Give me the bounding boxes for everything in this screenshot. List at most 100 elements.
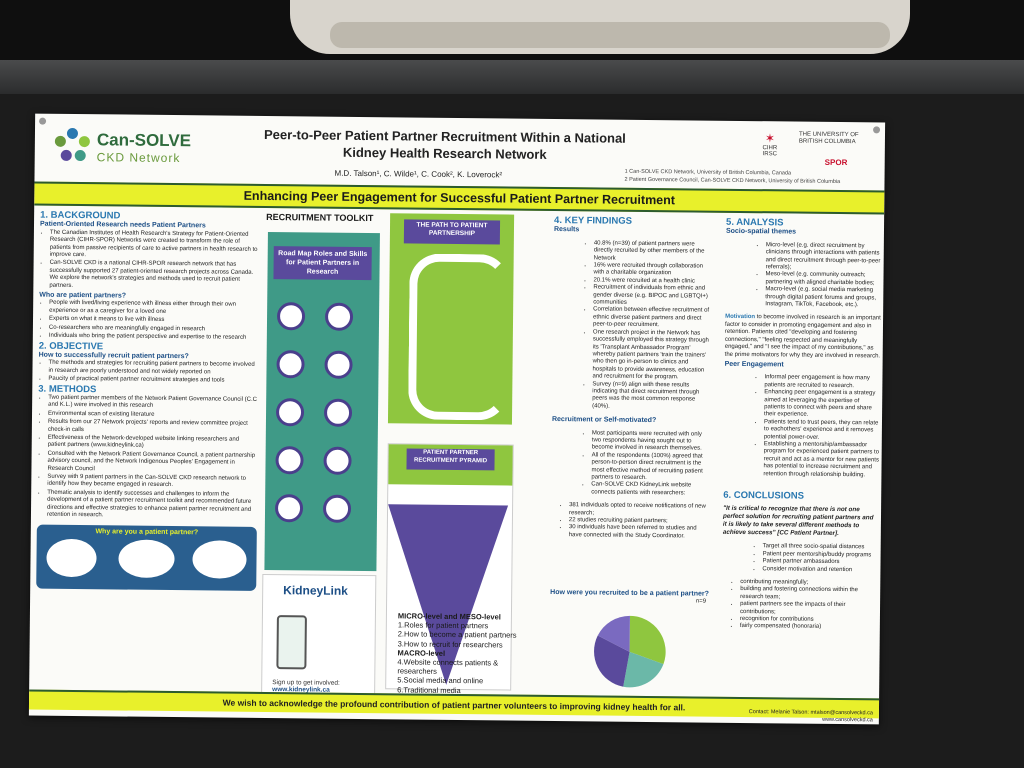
background-paragraph: Can-SOLVE CKD is a national CIHR-SPOR re… (49, 260, 259, 292)
list-item: Can-SOLVE CKD KidneyLink website connect… (591, 482, 709, 498)
list-item: 4.Website connects patients & researcher… (397, 657, 499, 677)
phone-icon (276, 615, 307, 670)
path-road (407, 253, 510, 421)
list-item: Micro-level (e.g. direct recruitment by … (766, 242, 882, 273)
ubc-logo: THE UNIVERSITY OF BRITISH COLUMBIA (798, 131, 859, 146)
quote-bubble (46, 539, 97, 578)
list-item: Recruitment of individuals from ethnic a… (593, 285, 711, 308)
contact-email: mtalson@cansolveckd.ca (810, 709, 873, 717)
list-item: Meso-level (e.g. community outreach; par… (765, 272, 881, 288)
maple-leaf-icon: ✶ (764, 131, 776, 146)
group-icon (323, 446, 352, 475)
pie-slice (597, 615, 630, 652)
key-findings-column: 4. KEY FINDINGS Results 40.8% (n=39) of … (551, 215, 712, 547)
org-logo: Can-SOLVE CKD Network (54, 127, 192, 167)
roadmap-title: Road Map Roles and Skills for Patient Pa… (273, 246, 372, 281)
kidneylink-panel: KidneyLink Sign up to get involved: www.… (261, 573, 377, 698)
poster-banner: Enhancing Peer Engagement for Successful… (34, 181, 885, 215)
list-item: Patients tend to trust peers, they can r… (764, 419, 880, 442)
list-item: 30 individuals have been referred to stu… (569, 525, 709, 541)
poster-title: Peer-to-Peer Patient Partner Recruitment… (263, 126, 626, 162)
toolkit-levels: MICRO-level and MESO-level 1.Roles for p… (397, 611, 538, 695)
kidneylink-logo: KidneyLink (283, 583, 348, 598)
search-icon (323, 398, 353, 427)
list-item: Enhancing peer engagement is a strategy … (764, 389, 880, 420)
poster: Can-SOLVE CKD Network Peer-to-Peer Patie… (28, 113, 886, 725)
column-1: 1. BACKGROUND Patient-Oriented Research … (36, 210, 260, 592)
path-panel: THE PATH TO PATIENT PARTNERSHIP (387, 213, 515, 425)
path-title: THE PATH TO PATIENT PARTNERSHIP (403, 219, 501, 245)
poster-board-rail (0, 60, 1024, 94)
background-paragraph: The Canadian Institutes of Health Resear… (50, 230, 260, 262)
roadmap-panel: Road Map Roles and Skills for Patient Pa… (264, 232, 380, 572)
list-item: Survey with 9 patient partners in the Ca… (47, 474, 257, 491)
contact-info: Contact: Melanie Talson: mtalson@cansolv… (748, 709, 873, 724)
pie-slice (629, 615, 666, 665)
list-item: Thematic analysis to identify successes … (47, 490, 257, 522)
list-item: One research project in the Network has … (592, 329, 711, 382)
methods-heading: 3. METHODS (38, 383, 97, 395)
handshake-icon (276, 350, 305, 379)
list-item: Macro-level (e.g. social media marketing… (765, 286, 881, 309)
list-item: Consider motivation and retention (762, 566, 878, 575)
list-item: 40.8% (n=39) of patient partners were di… (594, 240, 712, 263)
results-subheading: Results (553, 226, 580, 234)
org-logo-icon (54, 127, 91, 166)
list-item: All of the respondents (100%) agreed tha… (591, 452, 709, 483)
list-item: People with lived/living experience with… (49, 300, 259, 317)
list-item: Consulted with the Network Patient Gover… (47, 450, 257, 474)
org-name: Can-SOLVE (96, 130, 192, 151)
gears-icon (274, 494, 304, 523)
background-heading: 1. BACKGROUND (40, 209, 121, 222)
conclusions-heading: 6. CONCLUSIONS (723, 489, 805, 502)
list-item: Results from our 27 Network projects' re… (48, 419, 258, 436)
list-item: building and fostering connections withi… (740, 586, 878, 602)
conclusions-quote: "It is critical to recognize that there … (722, 505, 874, 538)
pen-icon (324, 302, 354, 331)
list-item: 16% were recruited through collaboration… (593, 262, 711, 278)
handshake-icon (275, 398, 305, 427)
quote-bubble (192, 540, 247, 580)
pyramid-title: PATIENT PARTNER RECRUITMENT PYRAMID (406, 448, 495, 471)
network-icon (322, 494, 352, 523)
callout-title: Why are you a patient partner? (95, 528, 199, 537)
list-item: Establishing a mentorship/ambassador pro… (763, 441, 879, 479)
affiliations: 1 Can-SOLVE CKD Network, University of B… (624, 168, 840, 186)
pin-top-left (39, 117, 47, 125)
pie-n: n=9 (695, 598, 707, 605)
list-item: The methods and strategies for recruitin… (48, 360, 258, 377)
quote-bubble (118, 539, 175, 579)
levels-heading: MACRO-level (397, 648, 446, 658)
analysis-heading: 5. ANALYSIS (726, 216, 784, 229)
pie-slice (594, 635, 630, 687)
lightbulb-icon (275, 446, 304, 475)
list-item: Correlation between effective recruitmen… (593, 307, 711, 330)
list-item: Most participants were recruited with on… (592, 430, 710, 453)
contact-website: www.cansolveckd.ca (822, 716, 873, 724)
analysis-column: 5. ANALYSIS Socio-spatial themes Micro-l… (722, 217, 882, 638)
people-icon (324, 350, 353, 379)
pie-title: How were you recruited to be a patient p… (550, 588, 709, 598)
findings-heading: 4. KEY FINDINGS (554, 215, 633, 227)
light-fixture-panel (330, 22, 890, 48)
motivation-paragraph: Motivation to become involved in researc… (724, 314, 881, 359)
cihr-logo: ✶ CIHR IRSC (755, 131, 785, 157)
objective-heading: 2. OBJECTIVE (38, 340, 104, 352)
quote-callout-box: Why are you a patient partner? (36, 525, 257, 592)
list-item: fairly compensated (honoraria) (740, 623, 878, 632)
list-item: Two patient partner members of the Netwo… (48, 395, 258, 412)
authors: M.D. Talson¹, C. Wilde¹, C. Cook², K. Lo… (334, 168, 503, 180)
pie-chart (594, 615, 666, 688)
peer-engagement-subheading: Peer Engagement (724, 360, 784, 369)
question-icon (276, 302, 306, 331)
pie-chart-area: How were you recruited to be a patient p… (549, 589, 710, 711)
recruitment-subheading: Recruitment or Self-motivated? (551, 416, 657, 425)
list-item: Effectiveness of the Network-developed w… (48, 435, 258, 452)
list-item: patient partners see the impacts of thei… (740, 601, 878, 617)
pie-slice (623, 651, 664, 688)
spor-logo: SPOR (824, 157, 848, 168)
list-item: Informal peer engagement is how many pat… (764, 375, 880, 391)
org-subname: CKD Network (96, 150, 181, 166)
socio-spatial-subheading: Socio-spatial themes (725, 228, 797, 236)
affiliation: 2 Patient Governance Council, Can-SOLVE … (624, 176, 841, 185)
